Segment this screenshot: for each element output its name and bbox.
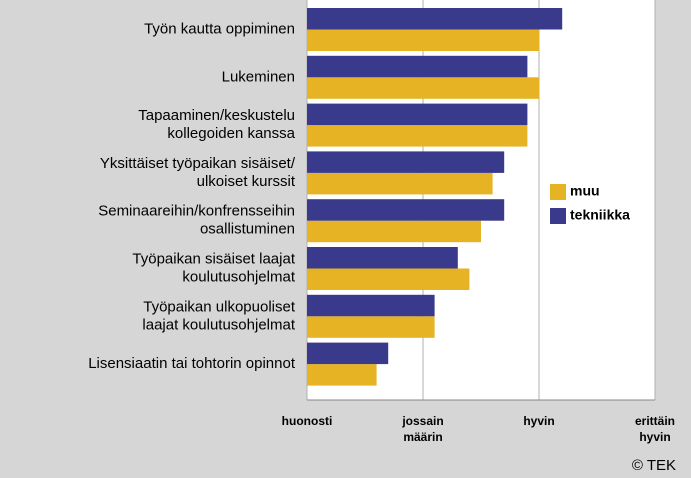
bar — [307, 77, 539, 99]
bar — [307, 268, 470, 290]
category-label: Lisensiaatin tai tohtorin opinnot — [88, 355, 296, 372]
bar — [307, 125, 528, 147]
bar — [307, 220, 481, 243]
legend-label: tekniikka — [570, 207, 630, 223]
bar — [307, 29, 539, 51]
x-tick-label: erittäin hyvin — [635, 414, 675, 444]
category-label: Yksittäiset työpaikan sisäiset/ulkoiset … — [100, 155, 296, 190]
annotation: © TEK — [632, 457, 676, 474]
x-tick-label: hyvin — [523, 414, 554, 428]
category-label: Työpaikan sisäiset laajat koulutusohjelma… — [132, 250, 295, 285]
bar — [307, 172, 493, 195]
bar — [307, 8, 563, 30]
bar — [307, 342, 389, 365]
category-label: Työpaikan ulkopuoliset laajat koulutusohj… — [142, 298, 295, 333]
legend-swatch — [550, 208, 566, 224]
legend-swatch — [550, 184, 566, 200]
category-label: Työn kautta oppiminen — [144, 20, 295, 37]
bar — [307, 316, 435, 338]
x-tick-label: huonosti — [282, 414, 333, 428]
bar — [307, 55, 528, 78]
bar — [307, 199, 505, 221]
category-label: Seminaareihin/konfrensseihin osallistumin… — [98, 203, 295, 238]
bar — [307, 364, 377, 386]
category-label: Lukeminen — [222, 68, 295, 85]
bar — [307, 103, 528, 126]
bar — [307, 247, 458, 269]
bar — [307, 294, 435, 317]
bar — [307, 151, 505, 173]
x-tick-label: jossain määrin — [401, 414, 443, 444]
category-label: Tapaaminen/keskustelu kollegoiden kanssa — [138, 107, 295, 142]
legend-label: muu — [570, 183, 600, 199]
